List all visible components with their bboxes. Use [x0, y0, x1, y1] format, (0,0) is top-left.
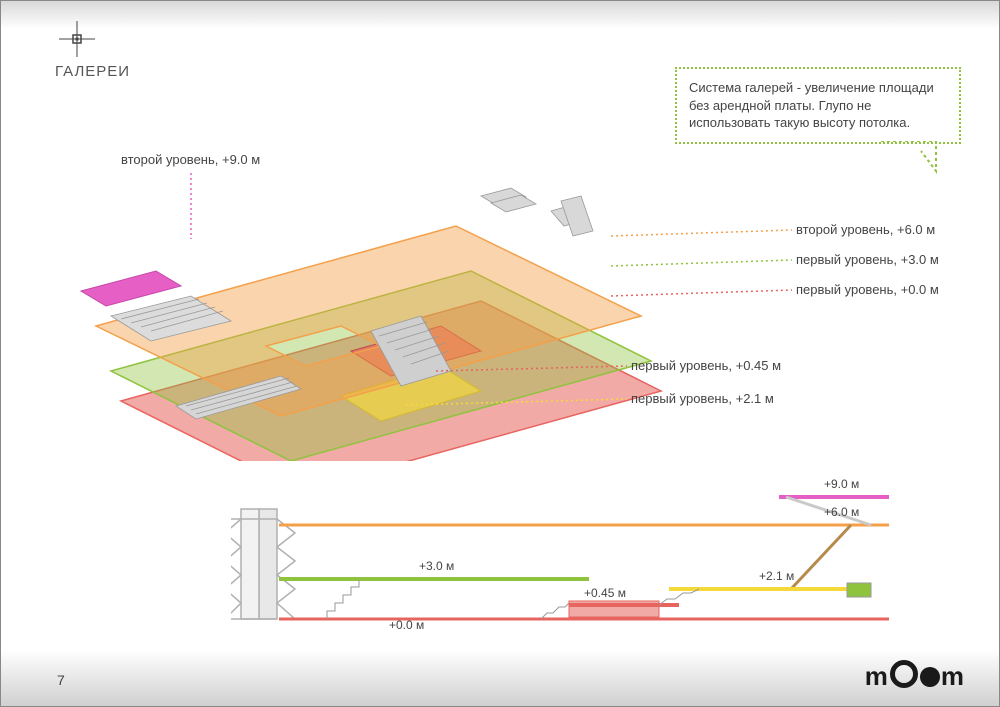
section-label: +0.0 м: [389, 618, 424, 632]
section-label: +6.0 м: [824, 505, 859, 519]
page-title: ГАЛЕРЕИ: [55, 63, 130, 80]
label-mid-1: первый уровень, +2.1 м: [631, 391, 774, 406]
logo-ring-icon: [890, 660, 918, 688]
label-mid-0: первый уровень, +0.45 м: [631, 358, 781, 373]
section-label: +3.0 м: [419, 559, 454, 573]
section-label: +9.0 м: [824, 477, 859, 491]
label-right-1: первый уровень, +3.0 м: [796, 252, 939, 267]
north-arrow-icon: [57, 19, 97, 59]
section-label: +2.1 м: [759, 569, 794, 583]
leader-9: [181, 169, 261, 249]
page-number: 7: [57, 672, 65, 688]
logo-m2: m: [941, 661, 965, 691]
label-right-0: второй уровень, +6.0 м: [796, 222, 935, 237]
leader-line: [605, 224, 802, 242]
annotation-callout: Система галерей - увеличение площади без…: [675, 67, 961, 144]
leader-line: [400, 393, 637, 411]
label-level-9: второй уровень, +9.0 м: [121, 152, 260, 167]
label-right-2: первый уровень, +0.0 м: [796, 282, 939, 297]
leader-line: [605, 254, 802, 272]
callout-text: Система галерей - увеличение площади без…: [689, 80, 934, 130]
callout-tail-icon: [881, 141, 961, 191]
logo: mm: [865, 660, 965, 692]
leader-line: [605, 284, 802, 302]
leader-line: [430, 360, 637, 377]
logo-dot-icon: [920, 667, 940, 687]
section-label: +0.45 м: [584, 586, 626, 600]
logo-m1: m: [865, 661, 889, 691]
